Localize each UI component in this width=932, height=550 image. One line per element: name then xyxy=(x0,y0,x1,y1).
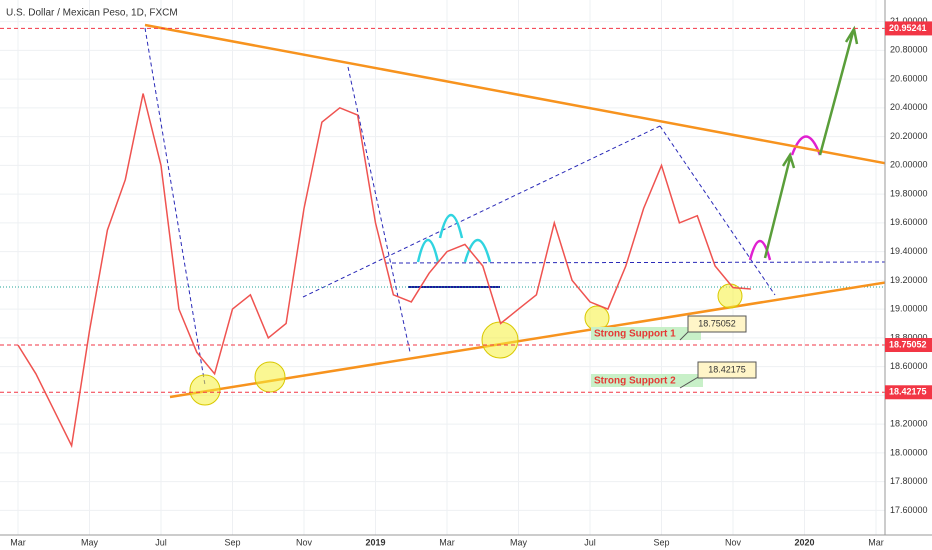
highlight xyxy=(189,374,221,406)
x-tick-label: Sep xyxy=(653,537,669,547)
price-tag xyxy=(885,385,932,400)
y-tick-label: 20.00000 xyxy=(890,160,928,170)
head-shoulders xyxy=(416,214,492,263)
y-tick-label: 20.80000 xyxy=(890,45,928,55)
plot-area xyxy=(0,27,885,449)
x-tick-label: Mar xyxy=(439,537,455,547)
y-tick-label: 19.60000 xyxy=(890,217,928,227)
x-tick-label: May xyxy=(510,537,528,547)
x-tick-label: Jul xyxy=(584,537,596,547)
x-tick-label: Nov xyxy=(296,537,313,547)
x-tick-label: Sep xyxy=(224,537,240,547)
arrow xyxy=(818,25,859,156)
y-tick-label: 17.80000 xyxy=(890,476,928,486)
y-tick-label: 20.40000 xyxy=(890,102,928,112)
chart-title: U.S. Dollar / Mexican Peso, 1D, FXCM xyxy=(6,8,178,19)
annotation-bg xyxy=(591,374,703,387)
price-tag xyxy=(885,338,932,353)
x-tick-label: Nov xyxy=(725,537,742,547)
callout-text: 18.75052 xyxy=(698,318,736,328)
y-tick-label: 20.20000 xyxy=(890,131,928,141)
y-tick-label: 18.20000 xyxy=(890,419,928,429)
y-tick-label: 21.00000 xyxy=(890,16,928,26)
price-tag-text: 18.75052 xyxy=(889,339,927,349)
trend-dashed xyxy=(659,125,776,296)
y-tick-label: 18.60000 xyxy=(890,361,928,371)
x-tick-label: 2019 xyxy=(365,537,385,547)
neckline xyxy=(384,261,886,264)
y-tick-label: 19.40000 xyxy=(890,246,928,256)
support-trendline xyxy=(169,273,932,399)
y-tick-label: 18.80000 xyxy=(890,332,928,342)
y-tick-label: 19.20000 xyxy=(890,275,928,285)
x-tick-label: Mar xyxy=(10,537,26,547)
highlight xyxy=(584,305,610,331)
callout-box xyxy=(687,315,747,333)
price-tag-text: 18.42175 xyxy=(889,387,927,397)
price-axis xyxy=(885,0,932,550)
x-tick-label: 2020 xyxy=(794,537,814,547)
x-tick-label: May xyxy=(81,537,99,547)
price-tag-text: 20.95241 xyxy=(889,23,927,33)
annotation: Strong Support 1 xyxy=(594,329,676,340)
annotation: Strong Support 2 xyxy=(594,376,676,387)
trend-dashed xyxy=(144,27,206,386)
highlight xyxy=(254,361,286,393)
callout-text: 18.42175 xyxy=(708,364,746,374)
trend-dashed xyxy=(302,125,661,298)
y-tick-label: 18.00000 xyxy=(890,447,928,457)
price-tag xyxy=(885,21,932,36)
time-axis xyxy=(0,535,932,550)
callout xyxy=(679,375,701,389)
y-tick-label: 19.80000 xyxy=(890,188,928,198)
resistance-trendline xyxy=(144,23,932,174)
highlight xyxy=(481,321,519,359)
x-tick-label: Jul xyxy=(155,537,167,547)
drawings xyxy=(0,23,932,406)
arrow xyxy=(763,152,796,259)
axes: 17.6000017.8000018.0000018.2000018.40000… xyxy=(10,16,932,547)
y-tick-label: 19.00000 xyxy=(890,304,928,314)
y-tick-label: 20.60000 xyxy=(890,73,928,83)
price-line xyxy=(17,93,751,449)
x-tick-label: Mar xyxy=(868,537,884,547)
callout-box xyxy=(697,361,757,379)
annotation-bg xyxy=(591,327,701,340)
y-tick-label: 17.60000 xyxy=(890,505,928,515)
